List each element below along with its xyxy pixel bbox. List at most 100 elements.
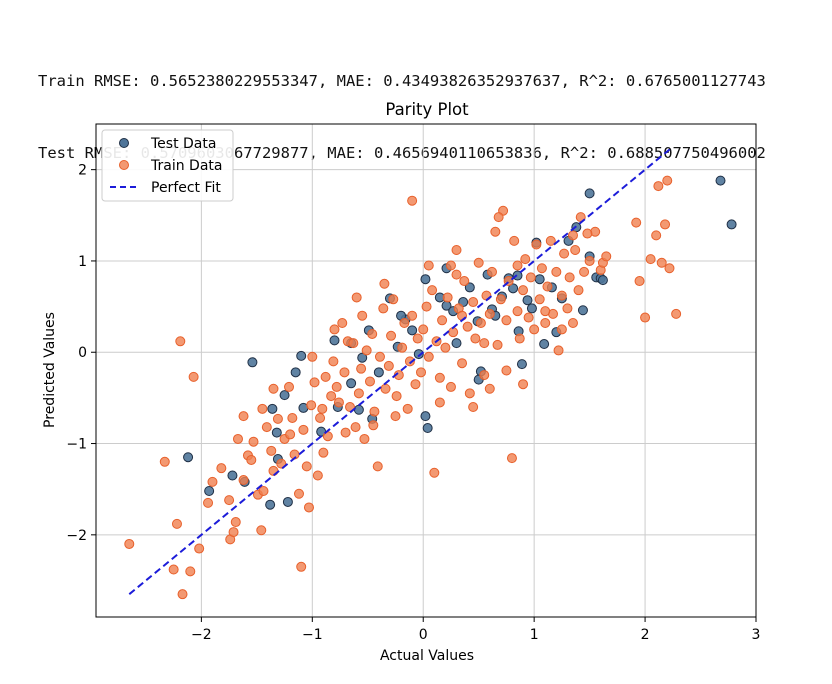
test-data-point: [420, 411, 431, 422]
test-data-point: [726, 219, 737, 230]
legend-train-label: Train Data: [150, 158, 222, 174]
train-data-point: [468, 402, 479, 413]
train-data-point: [570, 244, 581, 255]
train-data-point: [416, 367, 427, 378]
train-data-point: [287, 412, 298, 423]
train-data-point: [301, 461, 312, 472]
train-data-point: [445, 381, 456, 392]
train-data-point: [540, 318, 551, 329]
train-data-point: [536, 263, 547, 274]
train-data-point: [640, 312, 651, 323]
train-data-point: [559, 248, 570, 259]
train-data-point: [339, 367, 350, 378]
test-data-point: [508, 283, 519, 294]
train-data-point: [434, 397, 445, 408]
chart-title: Parity Plot: [385, 100, 469, 119]
train-data-point: [171, 518, 182, 529]
train-data-point: [248, 436, 259, 447]
train-data-point: [582, 228, 593, 239]
train-data-point: [567, 318, 578, 329]
test-data-point: [420, 274, 431, 285]
train-data-point: [230, 517, 241, 528]
train-data-point: [412, 333, 423, 344]
train-data-point: [525, 272, 536, 283]
train-data-point: [407, 310, 418, 321]
train-data-point: [276, 458, 287, 469]
train-data-point: [207, 476, 218, 487]
train-data-point: [553, 345, 564, 356]
x-tick-label: 0: [419, 627, 428, 643]
test-data-point: [597, 275, 608, 286]
train-data-point: [159, 456, 170, 467]
y-tick-label: 1: [78, 254, 87, 270]
y-tick-label: −2: [66, 528, 87, 544]
train-data-point: [194, 543, 205, 554]
train-data-point: [185, 566, 196, 577]
train-data-point: [175, 336, 186, 347]
train-data-point: [442, 292, 453, 303]
train-data-point: [551, 266, 562, 277]
test-data-point: [516, 359, 527, 370]
train-data-point: [246, 454, 257, 465]
train-data-point: [272, 413, 283, 424]
test-data-point: [282, 496, 293, 507]
train-data-point: [457, 358, 468, 369]
train-data-point: [407, 195, 418, 206]
x-tick-label: −1: [302, 627, 323, 643]
train-data-point: [318, 447, 329, 458]
train-data-point: [391, 391, 402, 402]
train-data-point: [556, 324, 567, 335]
train-data-point: [268, 383, 279, 394]
train-data-point: [298, 424, 309, 435]
legend: Test Data Train Data Perfect Fit: [101, 129, 234, 202]
y-tick-label: 2: [78, 163, 87, 179]
train-data-point: [329, 324, 340, 335]
train-data-point: [296, 561, 307, 572]
train-data-point: [320, 371, 331, 382]
train-data-point: [651, 230, 662, 241]
train-data-point: [506, 453, 517, 464]
train-data-point: [495, 294, 506, 305]
train-data-point: [261, 422, 272, 433]
test-data-point: [539, 339, 550, 350]
train-data-point: [579, 266, 590, 277]
train-data-point: [203, 497, 214, 508]
train-data-point: [423, 351, 434, 362]
train-data-point: [168, 564, 179, 575]
train-data-point: [492, 339, 503, 350]
train-data-point: [361, 345, 372, 356]
train-data-point: [124, 538, 135, 549]
train-data-point: [374, 351, 385, 362]
x-tick-label: 3: [752, 627, 761, 643]
train-data-point: [490, 226, 501, 237]
train-data-point: [473, 257, 484, 268]
train-data-point: [359, 433, 370, 444]
train-data-point: [388, 294, 399, 305]
train-data-point: [328, 356, 339, 367]
train-data-point: [331, 381, 342, 392]
test-data-point: [526, 303, 537, 314]
x-tick-label: −2: [191, 627, 212, 643]
train-data-point: [188, 371, 199, 382]
train-data-point: [306, 400, 317, 411]
test-data-point: [715, 175, 726, 186]
x-tick-label: 1: [530, 627, 539, 643]
train-data-point: [429, 467, 440, 478]
test-data-point: [407, 325, 418, 336]
train-data-point: [303, 502, 314, 513]
train-data-point: [501, 365, 512, 376]
train-data-point: [216, 463, 227, 474]
test-data-point: [183, 452, 194, 463]
train-data-point: [383, 360, 394, 371]
train-data-point: [448, 327, 459, 338]
legend-test-marker: [119, 138, 129, 148]
train-data-point: [501, 315, 512, 326]
train-data-point: [653, 181, 664, 192]
y-axis-ticks: −2 −1 0 1 2: [66, 163, 96, 544]
train-data-point: [238, 411, 249, 422]
y-axis-label: Predicted Values: [42, 312, 58, 428]
test-data-point: [357, 352, 368, 363]
legend-test-label: Test Data: [150, 136, 216, 152]
test-data-point: [204, 486, 215, 497]
